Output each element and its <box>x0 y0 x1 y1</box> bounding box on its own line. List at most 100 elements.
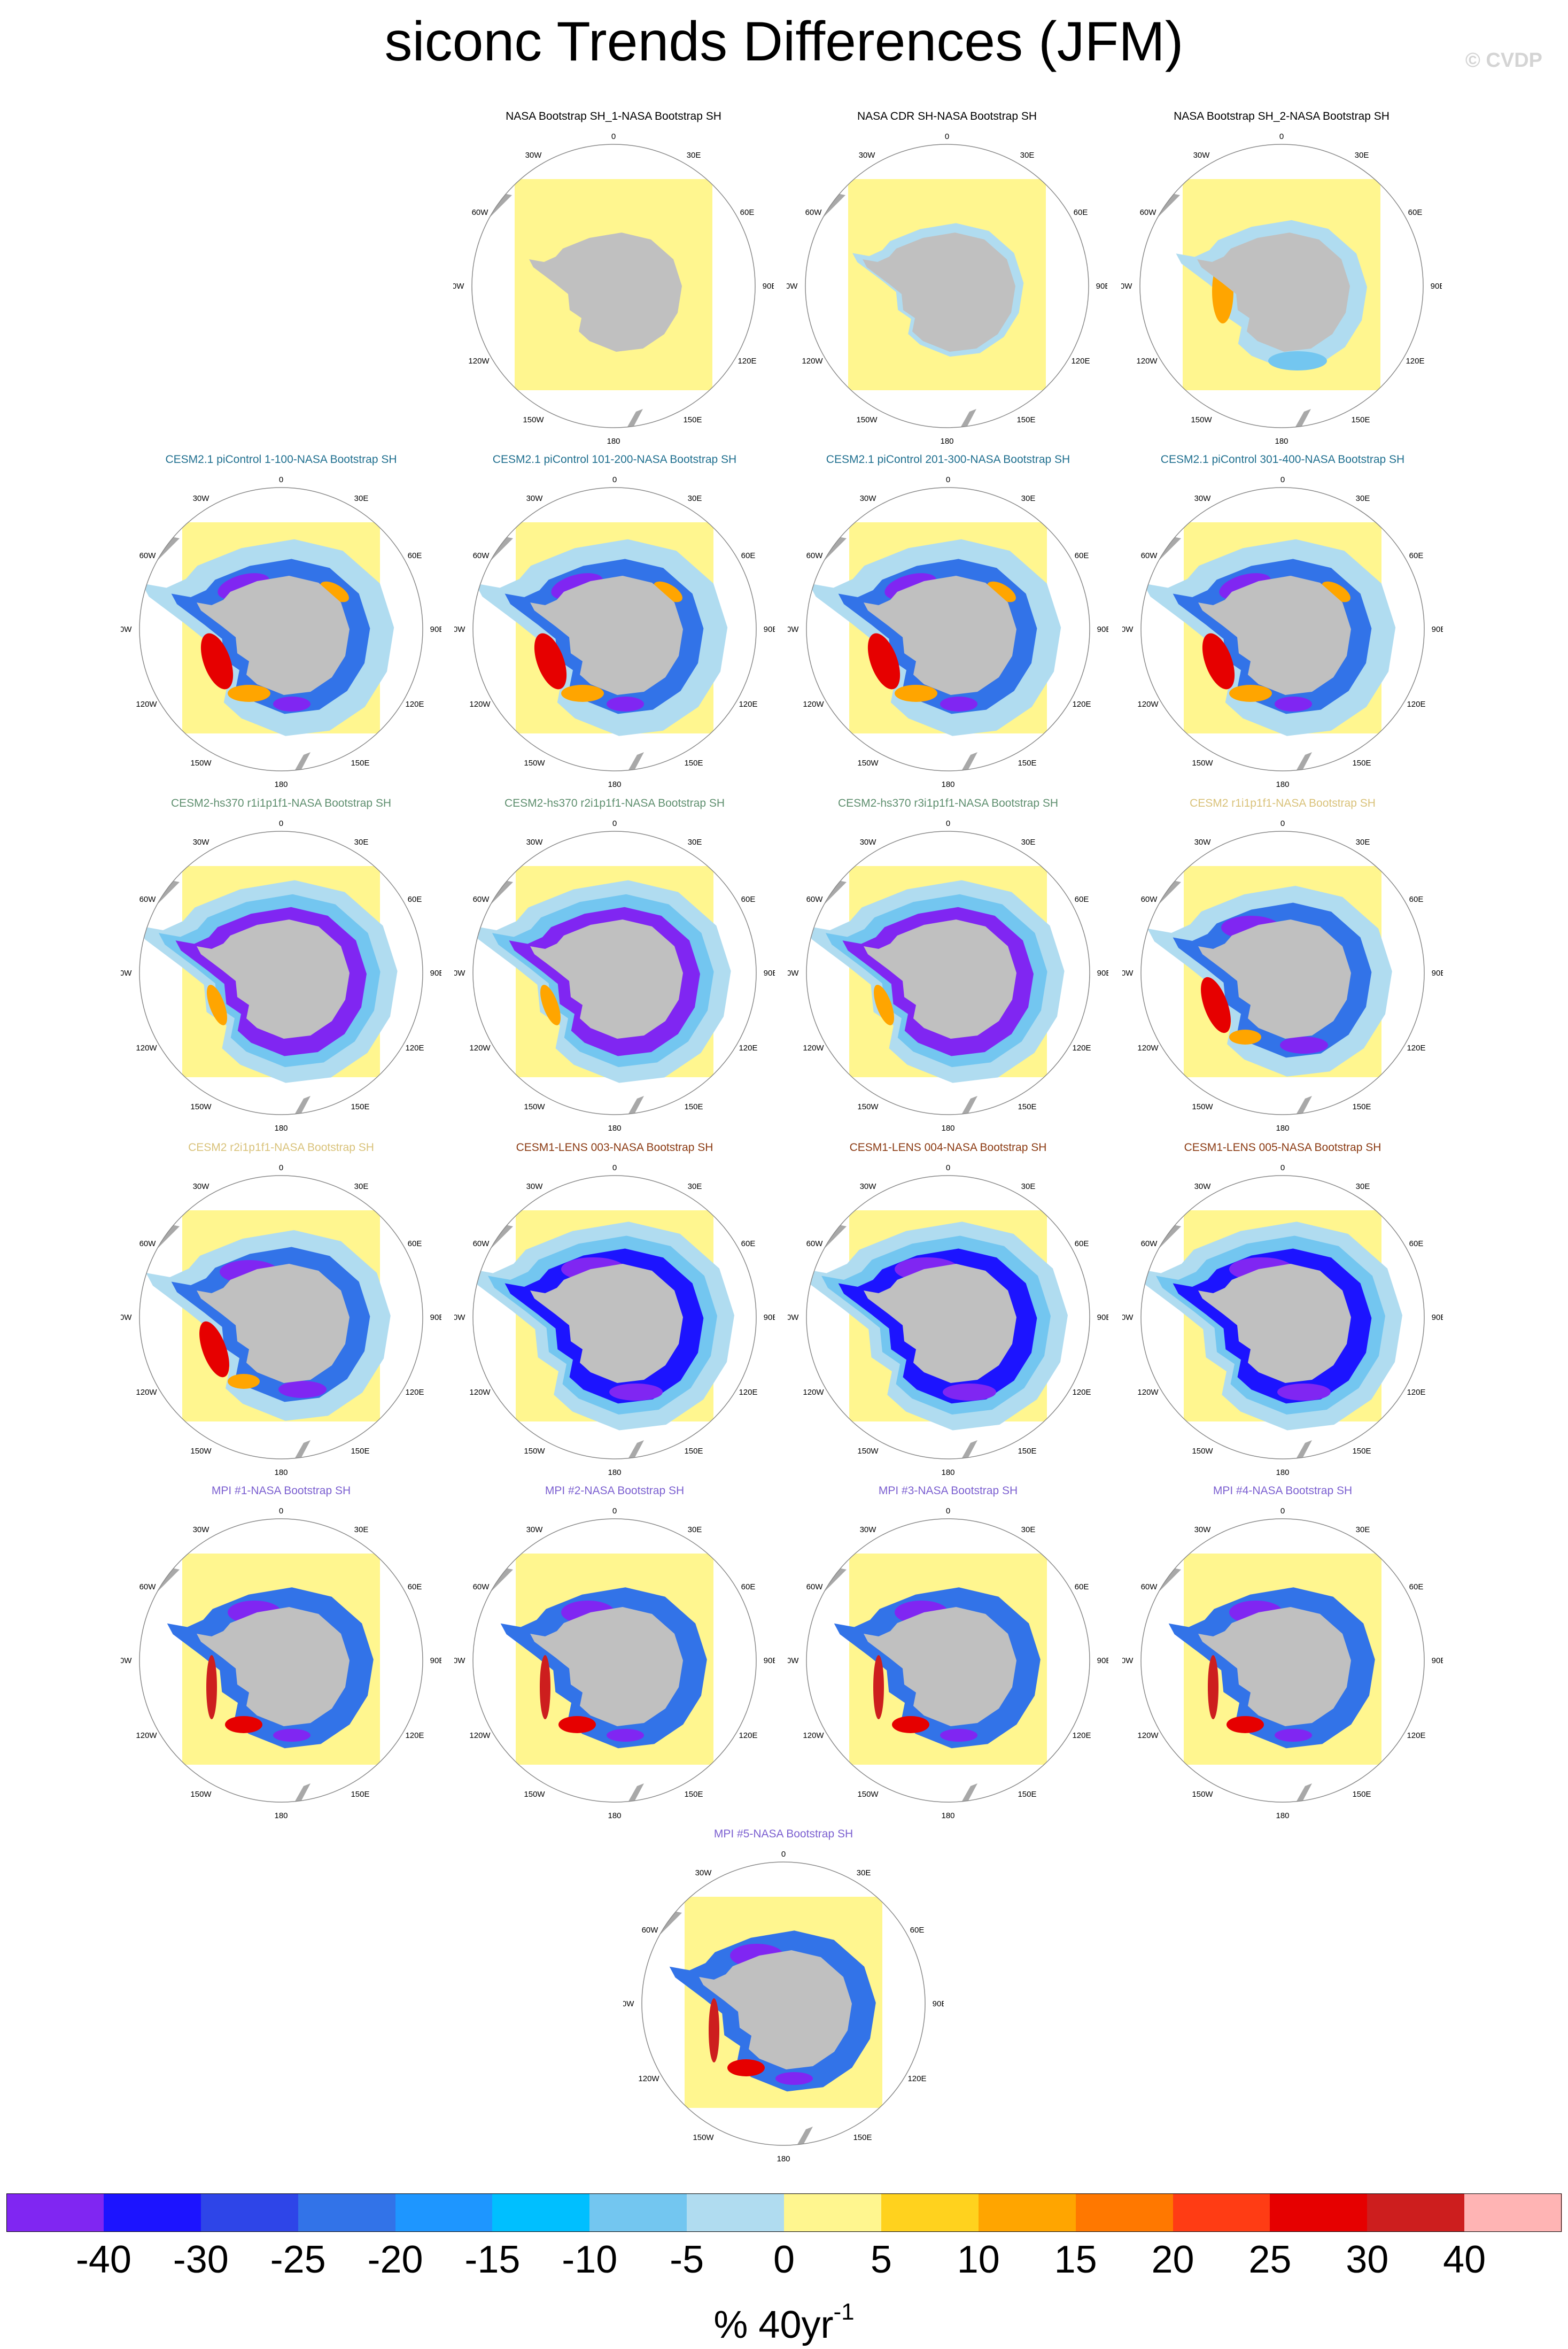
panel-title: CESM2.1 piControl 1-100-NASA Bootstrap S… <box>165 453 397 466</box>
longitude-label: 60E <box>1075 1582 1089 1591</box>
colorbar-segment <box>1173 2193 1270 2232</box>
polar-map: 0 30E 60E 90E 120E 150E 180 150W 120W 90W 60W 30W <box>788 1506 1108 1820</box>
map-boundary-circle <box>472 1175 757 1459</box>
antarctica-land <box>1198 919 1351 1039</box>
longitude-label: 90E <box>1432 1313 1443 1322</box>
longitude-label: 60W <box>1141 1239 1158 1248</box>
trend-patch-red <box>200 633 234 690</box>
longitude-label: 120W <box>136 1731 157 1740</box>
longitude-label: 30W <box>695 1868 712 1877</box>
longitude-label: 30E <box>688 494 702 503</box>
longitude-label: 60W <box>1141 551 1158 560</box>
antarctica-land <box>530 576 683 695</box>
colorbar-segment <box>784 2193 882 2232</box>
longitude-label: 120E <box>739 1731 757 1740</box>
units-exponent: -1 <box>833 2299 855 2325</box>
longitude-label: 30E <box>354 838 369 847</box>
trend-patch-red <box>1208 1655 1218 1719</box>
new-zealand-land <box>294 752 311 771</box>
longitude-label: 60W <box>805 208 822 217</box>
antarctica-land <box>1198 1264 1351 1383</box>
longitude-label: 0 <box>945 132 949 141</box>
panel-title: NASA Bootstrap SH_1-NASA Bootstrap SH <box>506 110 721 122</box>
longitude-label: 180 <box>608 1811 621 1820</box>
longitude-label: 90W <box>787 282 798 291</box>
map-data-layer <box>473 1210 734 1459</box>
page-title: siconc Trends Differences (JFM) <box>384 11 1184 73</box>
longitude-label: 150E <box>684 759 703 768</box>
longitude-label: 0 <box>946 819 950 828</box>
trend-patch-purple <box>607 1729 644 1742</box>
longitude-label: 60E <box>1075 1239 1089 1248</box>
map-boundary-circle <box>139 1518 423 1803</box>
antarctica-land <box>530 1607 683 1726</box>
map-boundary-circle <box>139 1175 423 1459</box>
longitude-label: 180 <box>1276 1468 1289 1477</box>
longitude-label: 0 <box>612 819 617 828</box>
longitude-label: 30E <box>1356 838 1370 847</box>
longitude-label: 150W <box>190 1102 212 1111</box>
longitude-label: 60E <box>1409 895 1424 904</box>
panel-title: CESM2 r2i1p1f1-NASA Bootstrap SH <box>188 1141 374 1154</box>
longitude-label: 150W <box>693 2133 714 2142</box>
new-zealand-land <box>628 752 644 771</box>
longitude-label: 0 <box>612 1506 617 1516</box>
map-panel: NASA Bootstrap SH_1-NASA Bootstrap SH 0 30… <box>453 110 774 452</box>
longitude-label: 180 <box>777 2154 790 2163</box>
longitude-label: 180 <box>941 1124 954 1133</box>
longitude-label: 60E <box>408 1582 422 1591</box>
polar-map: 0 30E 60E 90E 120E 150E 180 150W 120W 90W 60W 30W <box>788 819 1108 1133</box>
longitude-label: 60W <box>1141 1582 1158 1591</box>
longitude-label: 90E <box>1431 282 1442 291</box>
longitude-label: 30E <box>1021 1182 1036 1191</box>
polar-map: 0 30E 60E 90E 120E 150E 180 150W 120W 90W 60W 30W <box>1122 1506 1443 1820</box>
longitude-label: 90E <box>1097 969 1108 978</box>
longitude-label: 30E <box>1356 1525 1370 1534</box>
trend-patch-purple <box>607 697 644 712</box>
longitude-label: 90W <box>1122 1656 1134 1665</box>
map-panel: CESM1-LENS 003-NASA Bootstrap SH 0 30E 60E 9… <box>454 1141 775 1483</box>
trend-patch-red <box>534 633 567 690</box>
trend-patch-red <box>206 1655 217 1719</box>
map-panel: NASA CDR SH-NASA Bootstrap SH 0 30E 60E 90E 1… <box>787 110 1107 452</box>
trend-patch-purple <box>940 697 977 712</box>
longitude-label: 90W <box>788 625 799 634</box>
longitude-label: 150E <box>1018 759 1036 768</box>
trend-patch-red <box>709 1998 719 2062</box>
longitude-label: 150W <box>524 1790 545 1799</box>
trend-patch-orange <box>207 985 227 1025</box>
longitude-label: 30W <box>1194 1525 1212 1534</box>
longitude-label: 120W <box>469 1388 491 1397</box>
new-zealand-land <box>1296 1440 1312 1459</box>
longitude-label: 60W <box>1140 208 1157 217</box>
longitude-label: 120W <box>803 1731 824 1740</box>
longitude-label: 90W <box>454 625 465 634</box>
map-data-layer <box>1141 1554 1381 1802</box>
trend-patch-purple <box>273 1729 311 1742</box>
map-panel: CESM2-hs370 r3i1p1f1-NASA Bootstrap SH 0 3… <box>788 797 1108 1139</box>
panel-title: CESM2-hs370 r3i1p1f1-NASA Bootstrap SH <box>837 797 1059 809</box>
longitude-label: 30W <box>1194 838 1212 847</box>
trend-patch-purple <box>1275 1729 1312 1742</box>
longitude-label: 150W <box>857 1102 879 1111</box>
longitude-label: 150W <box>857 1447 879 1456</box>
longitude-label: 120E <box>1407 1388 1425 1397</box>
longitude-label: 0 <box>946 1506 950 1516</box>
longitude-label: 30E <box>354 494 369 503</box>
longitude-label: 120E <box>1407 1044 1425 1053</box>
longitude-label: 120E <box>739 1388 757 1397</box>
longitude-label: 0 <box>612 475 617 484</box>
map-data-layer <box>806 866 1065 1115</box>
colorbar-tick-label: -15 <box>464 2238 521 2281</box>
map-data-layer <box>806 522 1061 771</box>
map-data-layer <box>139 1210 391 1459</box>
longitude-label: 120E <box>1406 357 1424 366</box>
longitude-label: 0 <box>1280 1163 1285 1172</box>
longitude-label: 150W <box>857 1790 879 1799</box>
trend-patch-red <box>873 1655 884 1719</box>
longitude-label: 60E <box>741 1239 756 1248</box>
longitude-label: 120E <box>907 2074 926 2083</box>
new-zealand-land <box>1296 1096 1312 1115</box>
polar-map: 0 30E 60E 90E 120E 150E 180 150W 120W 90W 60W 30W <box>788 1163 1108 1477</box>
longitude-label: 90W <box>453 282 464 291</box>
